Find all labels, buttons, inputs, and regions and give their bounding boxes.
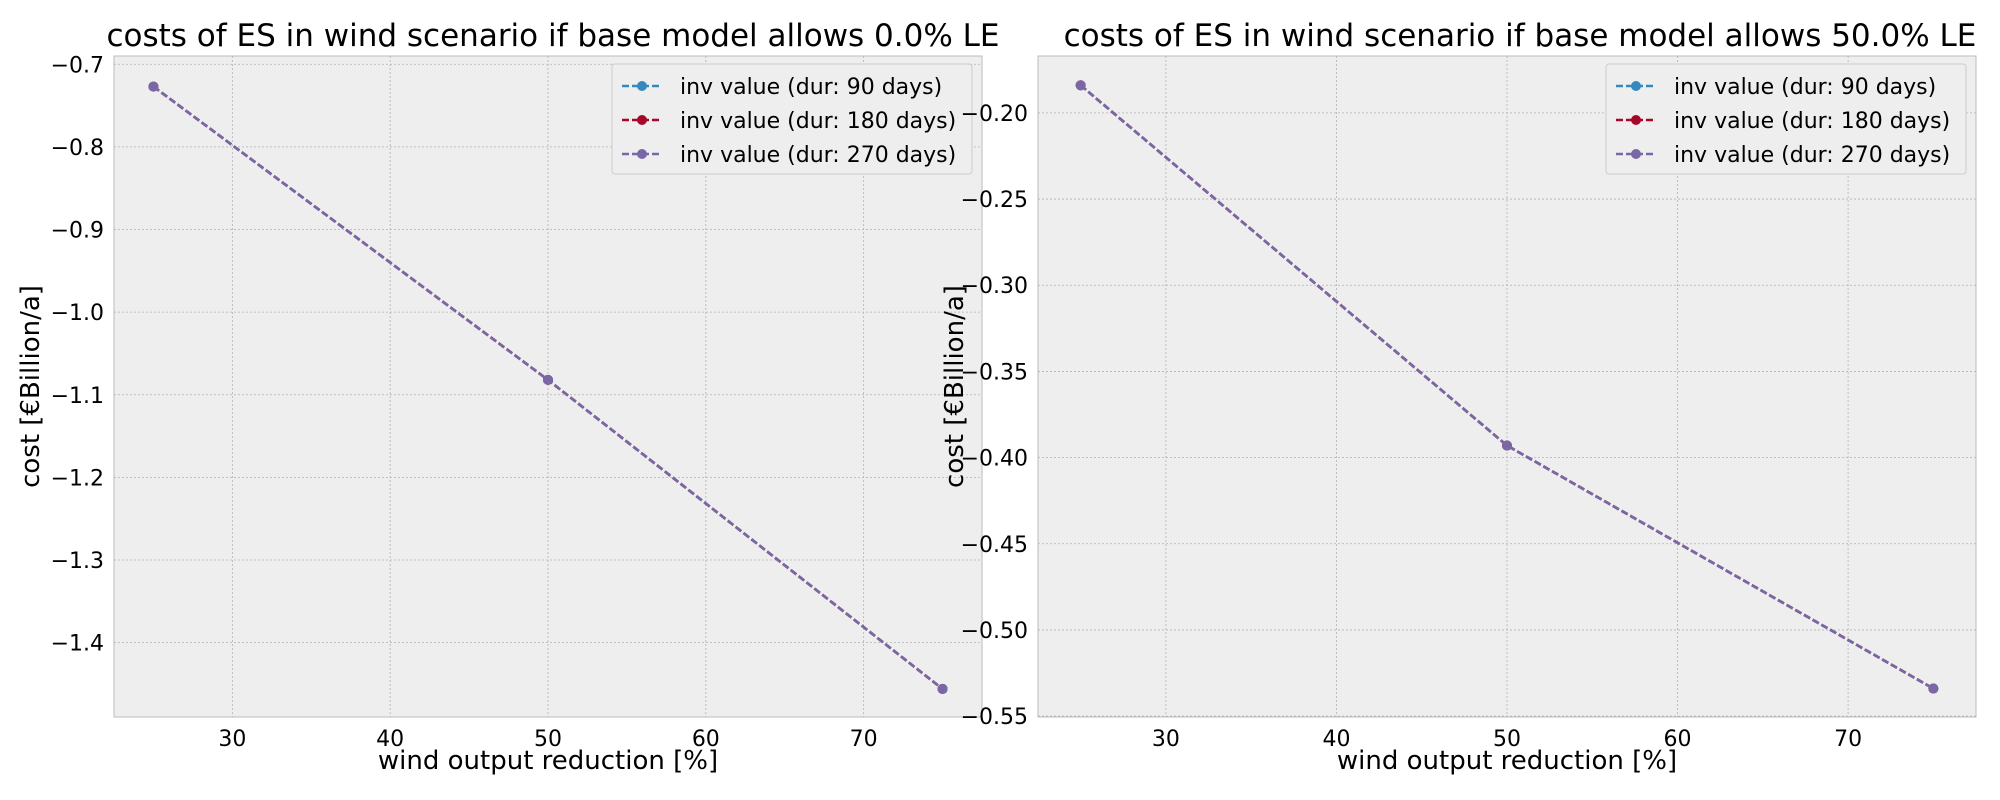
legend-label: inv value (dur: 180 days): [1674, 109, 1950, 134]
data-point: [1075, 80, 1086, 91]
legend-label: inv value (dur: 270 days): [1674, 143, 1950, 168]
y-tick-label: −1.1: [51, 384, 104, 409]
y-tick-label: −1.0: [51, 301, 104, 326]
chart-panel-1: 30 40 50 60 70 −0.7 −0.8 −0.9 −1.0 −1.1 −1.2 −1.3 −1…: [16, 18, 1000, 776]
x-tick-label: 40: [376, 727, 404, 752]
y-tick-label: −0.9: [51, 219, 104, 244]
legend-swatch-marker: [1631, 149, 1641, 159]
series-line-3: [1079, 84, 1935, 690]
x-tick-label: 70: [850, 727, 878, 752]
y-axis-label: cost [€Billion/a]: [940, 285, 970, 488]
y-tick-label: −0.45: [961, 533, 1028, 558]
chart-title: costs of ES in wind scenario if base mod…: [106, 18, 999, 54]
x-axis-label: wind output reduction [%]: [378, 746, 718, 776]
legend-label: inv value (dur: 180 days): [680, 109, 956, 134]
y-tick-label: −0.20: [961, 102, 1028, 127]
x-tick-label: 70: [1834, 727, 1862, 752]
y-tick-label: −0.25: [961, 188, 1028, 213]
x-axis-label: wind output reduction [%]: [1337, 746, 1677, 776]
x-tick-label: 60: [692, 727, 720, 752]
y-tick-label: −1.3: [51, 549, 104, 574]
data-point: [1928, 683, 1939, 694]
data-point: [1502, 440, 1512, 451]
data-point: [937, 683, 948, 694]
y-tick-label: −0.7: [51, 53, 104, 78]
x-tick-label: 60: [1664, 727, 1692, 752]
data-point: [148, 81, 159, 92]
legend: inv value (dur: 90 days) inv value (dur: …: [1605, 63, 1967, 175]
x-tick-label: 50: [1493, 727, 1521, 752]
y-tick-label: −1.4: [51, 632, 104, 657]
y-tick-label: −0.8: [51, 136, 104, 161]
legend-swatch-marker: [1631, 115, 1641, 125]
chart-panel-2: 30 40 50 60 70 −0.20 −0.25 −0.30 −0.35 −0.40 −0.45…: [940, 18, 1977, 776]
legend: inv value (dur: 90 days) inv value (dur: …: [611, 63, 973, 175]
legend-swatch-marker: [637, 81, 647, 91]
y-tick-label: −0.35: [961, 360, 1028, 385]
legend-box: [611, 63, 973, 175]
y-tick-label: −1.2: [51, 466, 104, 491]
y-tick-label: −0.40: [961, 447, 1028, 472]
x-tick-label: 50: [534, 727, 562, 752]
x-tick-label: 40: [1322, 727, 1350, 752]
chart-title: costs of ES in wind scenario if base mod…: [1064, 18, 1977, 54]
y-tick-label: −0.55: [961, 705, 1028, 730]
legend-swatch-marker: [1631, 81, 1641, 91]
y-tick-label: −0.50: [961, 619, 1028, 644]
legend-label: inv value (dur: 90 days): [680, 75, 942, 100]
legend-label: inv value (dur: 90 days): [1674, 75, 1936, 100]
legend-swatch-marker: [637, 115, 647, 125]
x-tick-label: 30: [218, 727, 246, 752]
legend-box: [1605, 63, 1967, 175]
y-axis-label: cost [€Billion/a]: [16, 285, 46, 488]
legend-label: inv value (dur: 270 days): [680, 143, 956, 168]
legend-swatch-marker: [637, 149, 647, 159]
y-tick-label: −0.30: [961, 274, 1028, 299]
x-tick-label: 30: [1152, 727, 1180, 752]
data-point: [543, 374, 553, 385]
